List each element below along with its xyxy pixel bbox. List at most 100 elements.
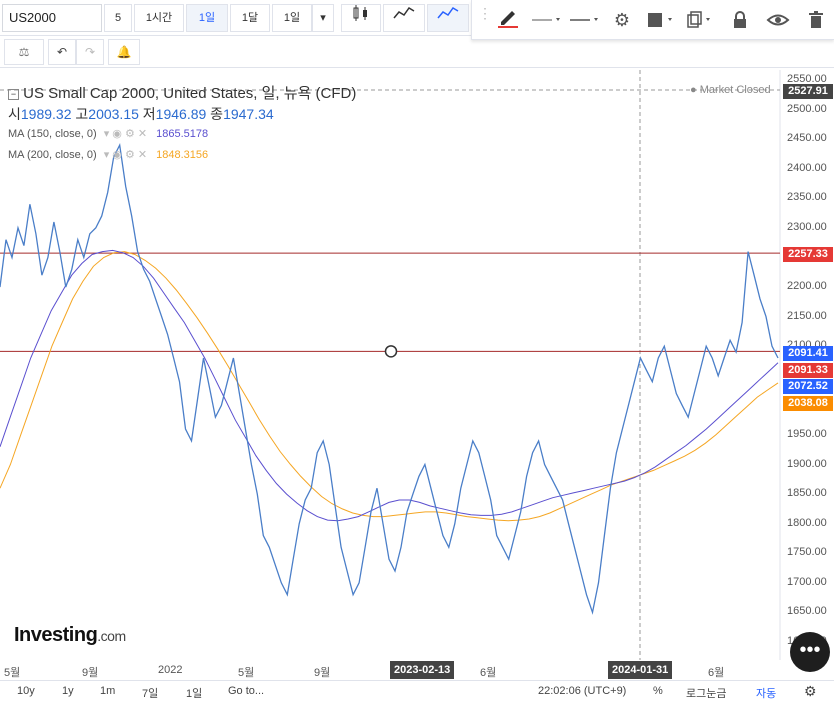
- goto-button[interactable]: Go to...: [228, 685, 265, 697]
- status-dot-icon: ●: [690, 84, 697, 96]
- y-tick: 1950.00: [787, 427, 827, 440]
- range-10y[interactable]: 10y: [17, 685, 35, 697]
- trash-icon[interactable]: [804, 8, 828, 32]
- ma200-series: [0, 251, 779, 522]
- interval-5[interactable]: 5: [104, 4, 132, 32]
- y-tick: 2400.00: [787, 161, 827, 174]
- line-chart-button[interactable]: [427, 4, 469, 32]
- gear-icon[interactable]: ⚙: [613, 10, 631, 30]
- x-tick: 6월: [480, 667, 497, 679]
- area-chart-button[interactable]: [383, 4, 425, 32]
- price-series: [0, 142, 779, 615]
- crosshair-date-tag: 2023-02-13: [390, 661, 455, 679]
- y-tick: 1650.00: [787, 605, 827, 618]
- high-value: 2003.15: [88, 106, 139, 122]
- undo-icon: ↶: [56, 45, 68, 59]
- pencil-color-button[interactable]: [492, 6, 524, 34]
- clock: 22:02:06 (UTC+9): [538, 685, 627, 697]
- ma200-legend: MA (200, close, 0) ▾ ◉ ⚙ ✕ 1848.3156: [8, 149, 209, 161]
- y-tick: 1900.00: [787, 457, 827, 470]
- lock-icon[interactable]: [728, 8, 752, 32]
- fill-icon: [648, 13, 672, 27]
- hline-mid-tag: 2091.33: [783, 363, 833, 378]
- x-tick: 6월: [708, 667, 725, 679]
- low-value: 1946.89: [155, 106, 207, 122]
- ma200-tag: 2038.08: [783, 396, 833, 411]
- line-style-dropdown[interactable]: [530, 6, 564, 34]
- x-tick: 2022: [158, 664, 183, 676]
- ohlc-readout: 시1989.32 고2003.15 저1946.89 종1947.34: [8, 106, 274, 122]
- x-tick: 9월: [314, 667, 331, 679]
- candlestick-icon: [353, 5, 367, 21]
- y-tick: 1800.00: [787, 516, 827, 529]
- more-icon: •••: [799, 639, 821, 661]
- y-tick: 2450.00: [787, 132, 827, 145]
- auto-scale-toggle[interactable]: 자동: [756, 688, 777, 700]
- drag-handle-icon[interactable]: ⋮: [478, 5, 492, 21]
- interval-1mo[interactable]: 1달: [230, 4, 270, 32]
- range-1d[interactable]: 1일: [186, 688, 203, 700]
- compare-button[interactable]: ⚖: [4, 39, 44, 65]
- interval-dropdown-button[interactable]: ▾: [312, 4, 334, 32]
- instrument-title: US Small Cap 2000, United States, 일, 뉴욕 …: [23, 85, 357, 102]
- x-tick: 5월: [238, 667, 255, 679]
- range-7d[interactable]: 7일: [142, 688, 159, 700]
- add-alert-button[interactable]: 🔔: [108, 39, 140, 65]
- interval-1d[interactable]: 1일: [186, 4, 228, 32]
- investing-logo: Investing.com: [14, 624, 126, 646]
- last-price-tag: 2527.91: [783, 84, 833, 99]
- redo-icon: ↷: [84, 45, 96, 59]
- y-tick: 2150.00: [787, 309, 827, 322]
- more-options-button[interactable]: •••: [790, 632, 830, 672]
- bottom-toolbar: 10y 1y 1m 7일 1일 Go to... 22:02:06 (UTC+9…: [0, 680, 834, 700]
- chart-legend: − US Small Cap 2000, United States, 일, 뉴…: [8, 82, 356, 103]
- close-value: 1947.34: [223, 106, 274, 122]
- percent-toggle[interactable]: %: [653, 685, 663, 697]
- candlestick-chart-button[interactable]: [341, 4, 381, 32]
- x-tick: 5월: [4, 667, 21, 679]
- gear-icon[interactable]: ⚙: [804, 683, 817, 699]
- bell-plus-icon: 🔔: [116, 45, 132, 59]
- ma150-legend: MA (150, close, 0) ▾ ◉ ⚙ ✕ 1865.5178: [8, 128, 209, 140]
- y-tick: 1750.00: [787, 546, 827, 559]
- range-1m[interactable]: 1m: [100, 685, 116, 697]
- clone-dropdown[interactable]: [682, 6, 716, 34]
- ma150-tag: 2072.52: [783, 379, 833, 394]
- hline-top-tag: 2257.33: [783, 247, 833, 262]
- y-tick: 2350.00: [787, 191, 827, 204]
- ma150-series: [0, 249, 779, 522]
- line-handle[interactable]: [384, 345, 398, 358]
- area-chart-icon: [393, 7, 415, 19]
- y-tick: 2300.00: [787, 220, 827, 233]
- collapse-icon[interactable]: −: [8, 89, 19, 100]
- x-tick: 9월: [82, 667, 99, 679]
- eye-icon[interactable]: [766, 8, 790, 32]
- ma200-value: 1848.3156: [156, 149, 209, 161]
- line-width-icon: [570, 18, 598, 21]
- market-status: ● Market Closed: [690, 84, 771, 96]
- line-style-icon: [532, 18, 560, 21]
- pencil-icon: [498, 11, 518, 28]
- interval-1h[interactable]: 1시간: [134, 4, 184, 32]
- open-value: 1989.32: [20, 106, 72, 122]
- ma150-value: 1865.5178: [156, 128, 209, 140]
- redo-button[interactable]: ↷: [76, 39, 104, 65]
- price-chart[interactable]: [0, 70, 834, 680]
- line-chart-icon: [437, 7, 459, 19]
- y-tick: 1850.00: [787, 487, 827, 500]
- drawing-toolbar: ⋮ ⚙: [471, 0, 834, 40]
- background-dropdown[interactable]: [644, 6, 678, 34]
- symbol-input[interactable]: US2000: [2, 4, 102, 32]
- range-1y[interactable]: 1y: [62, 685, 74, 697]
- ma200-settings-icons[interactable]: ▾ ◉ ⚙ ✕: [103, 149, 148, 161]
- line-width-dropdown[interactable]: [568, 6, 602, 34]
- log-scale-toggle[interactable]: 로그눈금: [686, 688, 727, 700]
- undo-button[interactable]: ↶: [48, 39, 76, 65]
- clone-icon: [687, 11, 710, 28]
- y-tick: 2500.00: [787, 102, 827, 115]
- ma150-settings-icons[interactable]: ▾ ◉ ⚙ ✕: [103, 128, 148, 140]
- interval-1d-alt[interactable]: 1일: [272, 4, 312, 32]
- current-price-tag: 2091.41: [783, 346, 833, 361]
- crosshair-date-tag: 2024-01-31: [608, 661, 673, 679]
- y-tick: 1700.00: [787, 575, 827, 588]
